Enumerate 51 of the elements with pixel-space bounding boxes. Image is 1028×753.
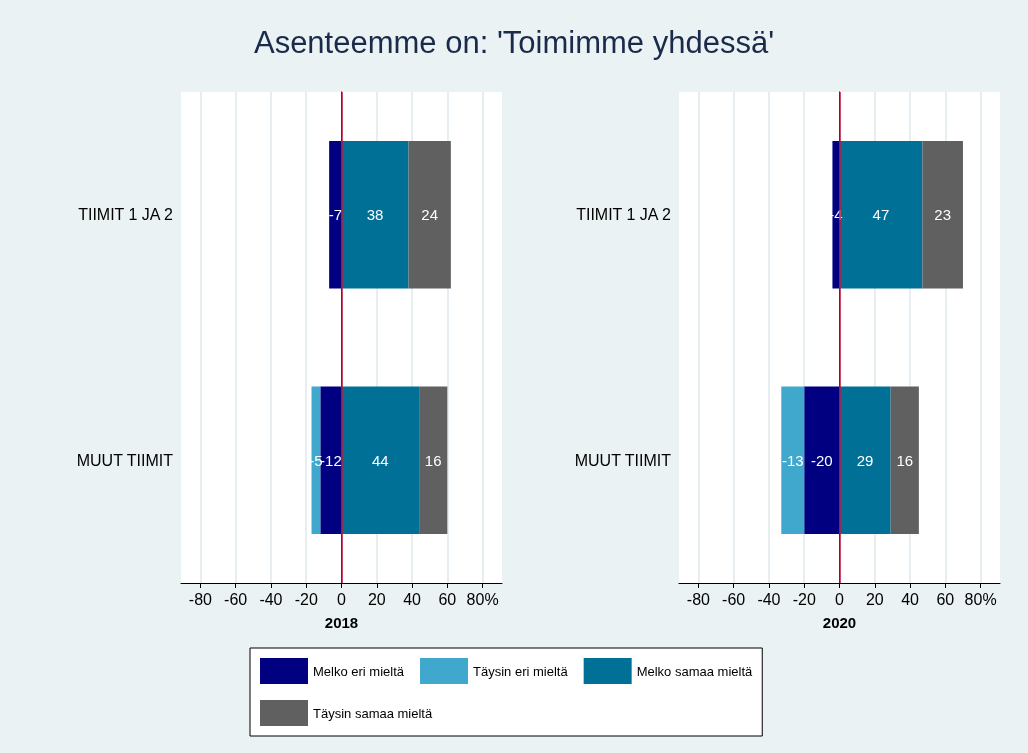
legend-label: Melko eri mieltä	[313, 663, 405, 679]
bar	[781, 386, 805, 534]
data-label: 16	[424, 451, 442, 469]
data-label: 16	[896, 451, 914, 469]
data-label: 24	[421, 206, 439, 224]
x-tick-label: 80%	[466, 590, 499, 608]
x-tick-label: 0	[337, 590, 347, 608]
data-label: 47	[872, 206, 890, 224]
x-tick-label: 60	[936, 590, 955, 608]
y-tick-label: TIIMIT 1 JA 2	[576, 206, 672, 224]
x-tick-label: 20	[865, 590, 884, 608]
chart-title: Asenteemme on: 'Toimimme yhdessä'	[253, 25, 775, 60]
data-label: 38	[366, 206, 384, 224]
x-axis-title: 2018	[324, 614, 359, 631]
legend-label: Täysin samaa mieltä	[313, 705, 433, 721]
x-tick-label: -60	[722, 590, 746, 608]
data-label: 44	[371, 451, 389, 469]
x-tick-label: 40	[901, 590, 920, 608]
bar	[922, 141, 963, 289]
x-tick-label: 60	[438, 590, 457, 608]
bar	[419, 386, 448, 534]
data-label: -13	[781, 451, 804, 469]
bar	[341, 141, 409, 289]
x-tick-label: -80	[188, 590, 213, 608]
x-tick-label: 80%	[964, 590, 997, 608]
x-tick-label: -80	[686, 590, 711, 608]
bar	[341, 386, 420, 534]
x-tick-label: -20	[792, 590, 816, 608]
bar	[839, 386, 891, 534]
y-tick-label: MUUT TIIMIT	[574, 451, 672, 469]
y-tick-label: MUUT TIIMIT	[76, 451, 174, 469]
x-tick-label: -40	[259, 590, 283, 608]
bar	[804, 386, 840, 534]
bar	[408, 141, 451, 289]
x-tick-label: -20	[294, 590, 318, 608]
x-tick-label: 0	[835, 590, 845, 608]
data-label: 29	[856, 451, 874, 469]
data-label: -12	[320, 451, 342, 469]
x-axis-title: 2020	[822, 614, 857, 631]
x-tick-label: -40	[757, 590, 781, 608]
x-tick-label: -60	[224, 590, 248, 608]
data-label: -20	[811, 451, 833, 469]
bar	[329, 141, 342, 289]
x-tick-label: 40	[403, 590, 422, 608]
bar	[320, 386, 342, 534]
y-tick-label: TIIMIT 1 JA 2	[78, 206, 174, 224]
bar	[890, 386, 919, 534]
data-label: 23	[934, 206, 952, 224]
legend-label: Täysin eri mieltä	[473, 663, 569, 679]
x-tick-label: 20	[367, 590, 386, 608]
legend-label: Melko samaa mieltä	[636, 663, 754, 679]
